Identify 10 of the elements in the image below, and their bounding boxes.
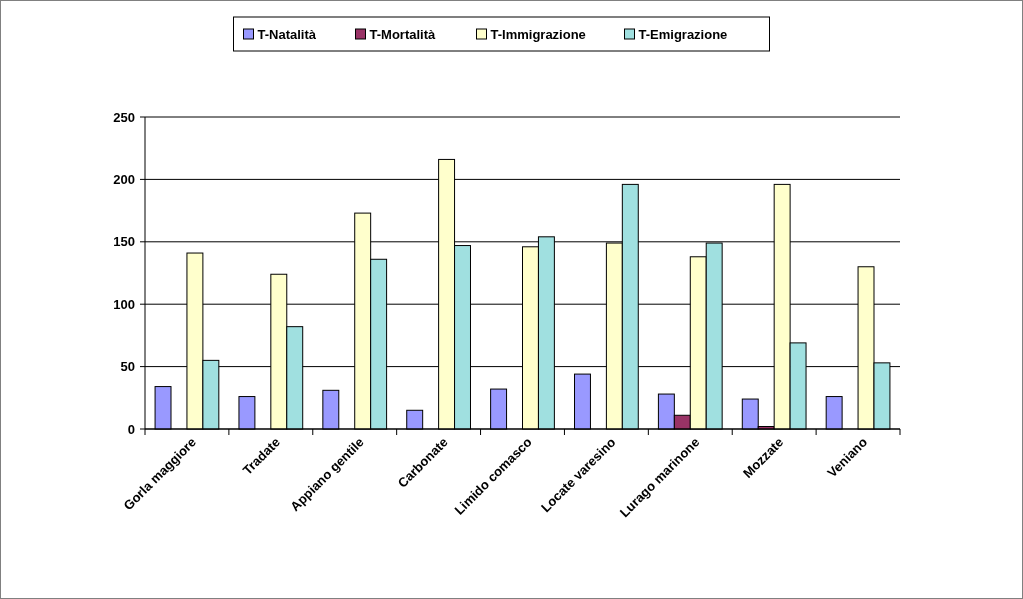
legend-label: T-Emigrazione (638, 26, 728, 42)
y-tick-label: 150 (113, 234, 135, 250)
y-tick-label: 250 (113, 109, 135, 125)
y-tick-label: 100 (113, 296, 135, 312)
legend-label: T-Immigrazione (490, 26, 586, 42)
legend-label: T-Natalità (257, 26, 317, 42)
y-tick-label: 0 (127, 421, 135, 437)
y-tick-label: 200 (113, 171, 135, 187)
legend-label: T-Mortalità (369, 26, 436, 42)
y-tick-label: 50 (120, 359, 135, 375)
